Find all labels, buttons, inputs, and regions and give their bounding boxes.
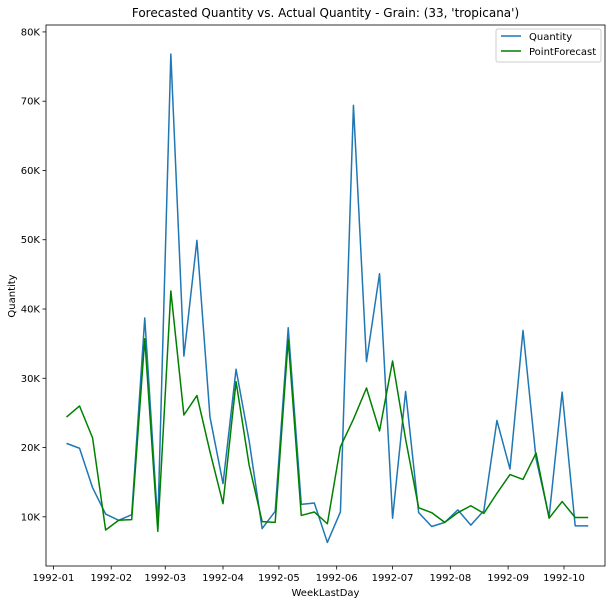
y-tick-label: 50K bbox=[21, 235, 41, 246]
y-tick-label: 60K bbox=[21, 166, 41, 177]
legend-box bbox=[495, 28, 602, 63]
x-tick-label: 1992-10 bbox=[543, 573, 585, 584]
y-tick-label: 80K bbox=[21, 27, 41, 38]
x-axis: 1992-01 1992-02 1992-03 1992-04 1992-05 1992-… bbox=[33, 566, 585, 584]
x-tick-label: 1992-08 bbox=[429, 573, 471, 584]
legend-label-pointforecast: PointForecast bbox=[529, 47, 596, 58]
y-axis: 10K 20K 30K 40K 50K 60K 70K 80K bbox=[21, 27, 46, 523]
x-tick-label: 1992-07 bbox=[372, 573, 414, 584]
x-tick-label: 1992-05 bbox=[258, 573, 300, 584]
plot-area bbox=[45, 24, 606, 567]
x-axis-title: WeekLastDay bbox=[292, 588, 360, 599]
y-tick-label: 70K bbox=[21, 97, 41, 108]
legend-label-quantity: Quantity bbox=[529, 32, 572, 43]
legend: Quantity PointForecast bbox=[495, 28, 602, 63]
y-tick-label: 10K bbox=[21, 512, 41, 523]
y-tick-label: 20K bbox=[21, 443, 41, 454]
series-line-pointforecast bbox=[66, 290, 589, 533]
series-lines bbox=[66, 53, 589, 544]
x-tick-label: 1992-03 bbox=[144, 573, 186, 584]
x-tick-label: 1992-04 bbox=[202, 573, 244, 584]
y-tick-label: 40K bbox=[21, 305, 41, 316]
y-axis-title: Quantity bbox=[7, 274, 18, 317]
x-tick-label: 1992-09 bbox=[487, 573, 529, 584]
y-tick-label: 30K bbox=[21, 374, 41, 385]
chart-title: Forecasted Quantity vs. Actual Quantity … bbox=[132, 6, 519, 20]
x-tick-label: 1992-01 bbox=[33, 573, 75, 584]
x-tick-label: 1992-02 bbox=[90, 573, 132, 584]
series-line-quantity bbox=[66, 53, 589, 544]
x-tick-label: 1992-06 bbox=[316, 573, 358, 584]
